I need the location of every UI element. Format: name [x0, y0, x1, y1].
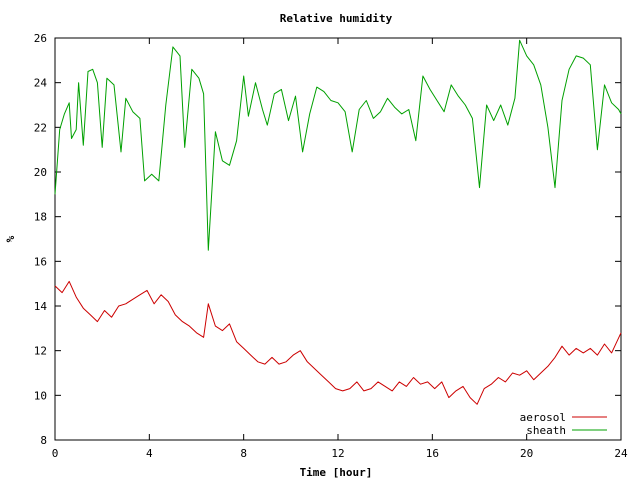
y-tick-label: 18 — [34, 211, 47, 224]
y-tick-label: 14 — [34, 300, 48, 313]
y-tick-label: 26 — [34, 32, 47, 45]
x-tick-label: 16 — [426, 447, 439, 460]
x-axis-label: Time [hour] — [300, 466, 373, 479]
x-tick-label: 24 — [614, 447, 628, 460]
y-tick-label: 22 — [34, 121, 47, 134]
x-tick-label: 12 — [331, 447, 344, 460]
x-tick-label: 20 — [520, 447, 533, 460]
plot-frame — [54, 37, 622, 441]
y-tick-label: 10 — [34, 389, 47, 402]
y-tick-label: 12 — [34, 345, 47, 358]
series-line-sheath — [54, 39, 622, 251]
y-axis: 8 10 12 14 16 18 20 22 24 26 — [34, 32, 621, 447]
y-tick-label: 8 — [40, 434, 47, 447]
x-tick-label: 0 — [52, 447, 59, 460]
y-tick-label: 20 — [34, 166, 47, 179]
x-axis: 0 4 8 12 16 20 24 — [52, 38, 628, 460]
legend-label-aerosol: aerosol — [520, 411, 566, 424]
x-tick-label: 8 — [240, 447, 247, 460]
y-tick-label: 16 — [34, 255, 47, 268]
y-tick-label: 24 — [34, 77, 48, 90]
legend-label-sheath: sheath — [526, 424, 566, 437]
series-line-aerosol — [54, 280, 622, 405]
y-axis-label: % — [4, 235, 17, 242]
x-tick-label: 4 — [146, 447, 153, 460]
series-lines — [54, 39, 622, 405]
chart-title: Relative humidity — [280, 12, 393, 25]
